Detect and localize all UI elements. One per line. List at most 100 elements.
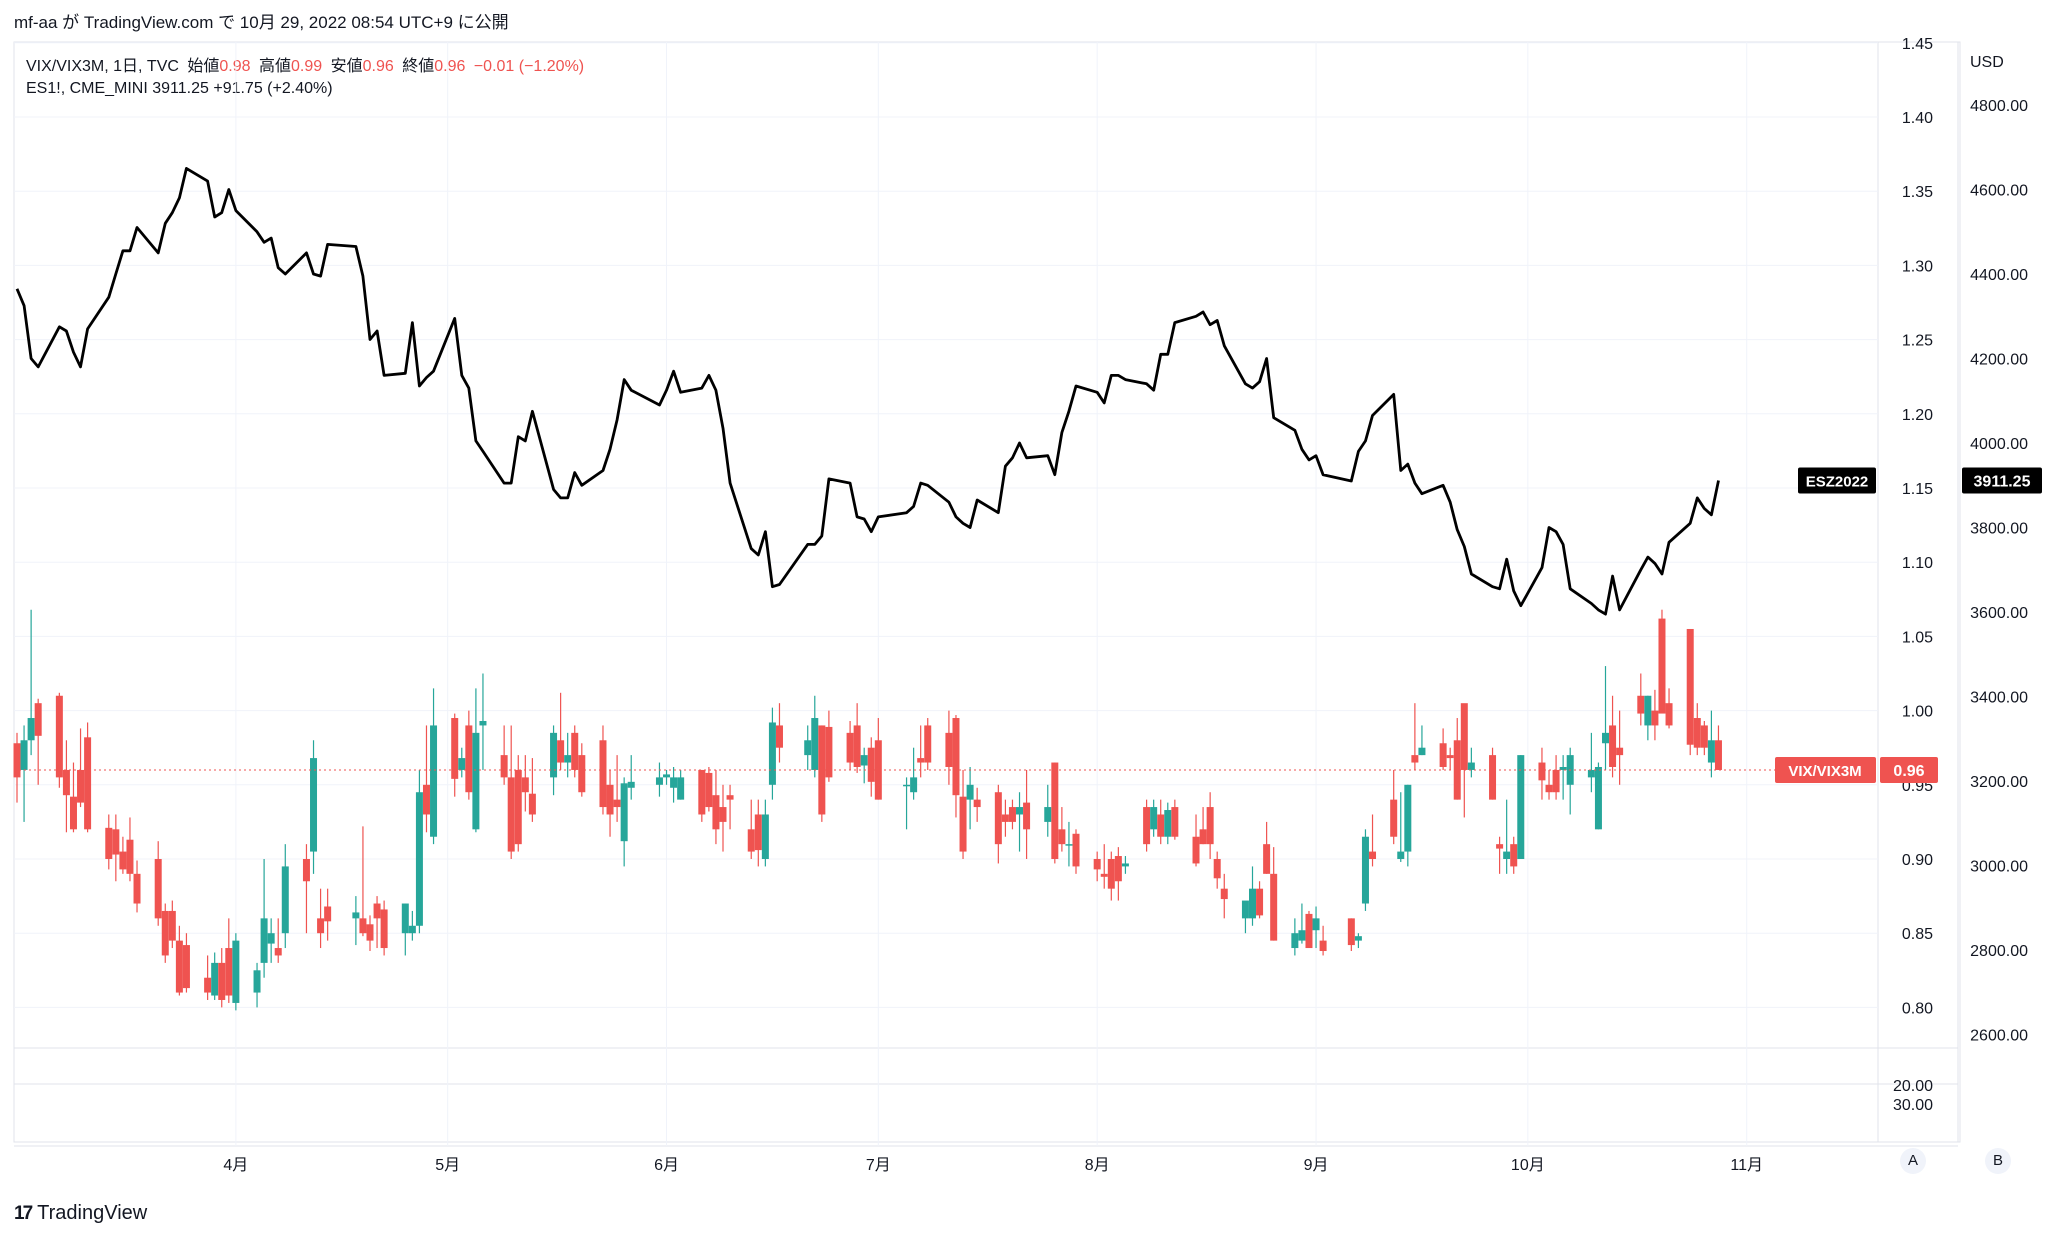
candle-body	[352, 912, 360, 919]
vix-open-value: 0.98	[219, 58, 251, 75]
vix-candle	[1199, 807, 1207, 845]
vix-candle	[1496, 836, 1504, 874]
grid-lines	[14, 42, 1878, 1146]
candle-body	[1312, 918, 1320, 931]
vix-candle	[1566, 747, 1574, 815]
candle-body	[62, 769, 70, 796]
candle-body	[359, 918, 367, 934]
right-axis-tick-label: 2600.00	[1970, 1028, 2028, 1045]
vix-candle	[267, 918, 275, 963]
vix-candle	[1686, 628, 1694, 756]
vix-candle	[1707, 710, 1715, 778]
vix-candle	[1143, 799, 1151, 852]
candle-body	[1594, 766, 1602, 830]
tradingview-logo-icon: 17	[14, 1202, 33, 1224]
candle-body	[1552, 769, 1560, 793]
vix-candle	[1171, 799, 1179, 840]
chart-frame	[13, 41, 1961, 1143]
candle-body	[514, 769, 522, 845]
vix-candle	[959, 769, 967, 859]
vix-candle	[910, 747, 918, 800]
candle-body	[1065, 844, 1073, 846]
right-axis-tick-label: 3400.00	[1970, 690, 2028, 707]
vix-candle	[324, 888, 332, 941]
vix-candle	[655, 762, 663, 797]
vix-candle	[599, 725, 607, 815]
candle-body	[1016, 807, 1024, 815]
vix-candle	[1503, 799, 1511, 874]
candle-body	[712, 795, 720, 830]
vix-candle	[917, 725, 925, 778]
vix-candle	[973, 787, 981, 822]
candle-body	[1369, 851, 1377, 859]
candle-body	[479, 720, 487, 726]
candle-body	[175, 940, 183, 993]
vix-candle	[994, 784, 1002, 864]
vix-candle	[1397, 792, 1405, 862]
vix-candle	[373, 896, 381, 949]
vix-candle	[260, 859, 268, 978]
vix-candle	[811, 695, 819, 778]
vix-candle	[1051, 762, 1059, 864]
candle-body	[1114, 856, 1122, 882]
candle-body	[924, 725, 932, 763]
candle-body	[225, 948, 233, 996]
candle-body	[1693, 718, 1701, 748]
tradingview-brand[interactable]: 17 TradingView	[14, 1202, 147, 1225]
vix-candle	[1594, 762, 1602, 830]
candle-body	[952, 718, 960, 796]
candle-body	[677, 777, 685, 800]
candle-body	[1489, 755, 1497, 800]
candle-body	[705, 772, 713, 808]
brand-name: TradingView	[37, 1202, 148, 1224]
vix-candle	[1460, 703, 1468, 818]
vix-legend-prefix: VIX/VIX3M, 1日, TVC	[26, 58, 179, 75]
candle-body	[811, 718, 819, 770]
candle-body	[1206, 807, 1214, 845]
candle-body	[606, 784, 614, 815]
vix-candle	[528, 758, 536, 822]
candle-body	[966, 784, 974, 800]
candle-body	[204, 977, 212, 993]
candle-body	[1241, 900, 1249, 919]
vix-close-value: 0.96	[434, 58, 466, 75]
candle-body	[1347, 918, 1355, 946]
scale-b-button[interactable]: B	[1985, 1148, 2011, 1174]
vix-candle	[1249, 866, 1256, 926]
vix-candle	[168, 900, 176, 949]
vix-candle	[479, 673, 487, 770]
candle-body	[310, 758, 318, 852]
candle-body	[1397, 851, 1405, 859]
candle-body	[670, 777, 678, 788]
left-axis-tick-label: 1.15	[1902, 481, 1933, 498]
candle-body	[1249, 888, 1256, 919]
vix-candle	[430, 688, 438, 845]
vix-candle	[1517, 755, 1525, 859]
vix-candle	[578, 743, 586, 797]
x-axis-tick-label: 7月	[866, 1157, 891, 1174]
x-axis-tick-label: 8月	[1085, 1157, 1110, 1174]
candle-body	[415, 792, 423, 926]
left-axis-tick-label: 1.25	[1902, 333, 1933, 350]
candle-body	[726, 795, 734, 800]
candle-body	[260, 918, 268, 963]
vix-candle	[874, 718, 882, 800]
left-axis-tick-label: 1.00	[1902, 704, 1933, 721]
vix-candle	[175, 925, 183, 996]
candle-body	[945, 732, 953, 767]
candle-body	[620, 783, 628, 842]
vix-change-value: −0.01 (−1.20%)	[473, 58, 585, 75]
es-price-line	[15, 166, 1720, 616]
candle-body	[521, 777, 529, 793]
candle-body	[599, 740, 607, 808]
vix-candle	[119, 836, 127, 874]
left-axis-tick-label: 0.90	[1902, 852, 1933, 869]
vix-candle	[1714, 725, 1722, 770]
candle-body	[1538, 762, 1546, 781]
vix-low-label: 安値	[330, 58, 363, 75]
candle-body	[959, 796, 967, 852]
vix-candle	[352, 896, 360, 946]
vix-candle	[1312, 906, 1320, 949]
scale-a-button[interactable]: A	[1900, 1148, 1926, 1174]
